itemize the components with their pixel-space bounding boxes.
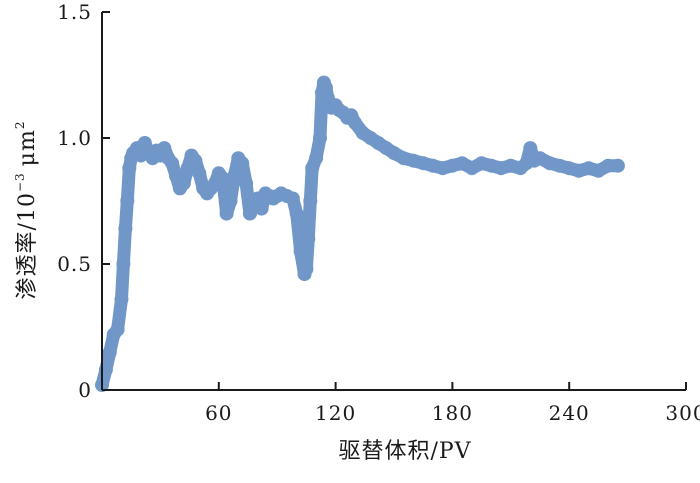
plot-area xyxy=(95,75,625,392)
y-axis-title-unit-exponent: 2 xyxy=(13,121,27,130)
data-point xyxy=(523,141,538,156)
data-point xyxy=(254,201,269,216)
axes xyxy=(101,12,686,391)
x-tick-label: 60 xyxy=(205,401,232,425)
data-point xyxy=(299,262,314,276)
y-axis-title-unit: μm xyxy=(15,129,40,166)
data-point xyxy=(610,158,625,173)
data-point xyxy=(219,206,234,221)
data-point xyxy=(235,156,250,171)
data-point xyxy=(223,194,238,208)
data-point xyxy=(176,176,191,191)
data-point xyxy=(110,322,125,337)
data-point xyxy=(192,166,207,181)
data-point xyxy=(309,151,324,166)
data-point xyxy=(601,158,616,173)
data-point xyxy=(293,244,308,259)
y-tick-label: 0.5 xyxy=(57,252,92,276)
x-tick-label: 300 xyxy=(665,401,700,425)
x-tick-label: 120 xyxy=(315,401,356,425)
data-point xyxy=(313,131,327,145)
y-axis-title-main: 渗透率/10 xyxy=(15,192,40,299)
y-tick-label: 0 xyxy=(78,378,92,402)
x-axis-title: 驱替体积/PV xyxy=(338,439,471,464)
y-axis-title: 渗透率/10−3 μm2 xyxy=(13,121,40,300)
data-point xyxy=(118,221,133,236)
data-point xyxy=(120,194,135,208)
data-point xyxy=(114,292,129,307)
data-point xyxy=(165,156,180,171)
y-tick-label: 1.5 xyxy=(57,0,92,24)
data-point xyxy=(239,176,254,191)
data-point xyxy=(348,115,363,130)
data-point xyxy=(116,257,131,271)
data-point xyxy=(285,191,300,206)
data-point xyxy=(301,231,316,246)
x-tick-label: 240 xyxy=(549,401,590,425)
data-point xyxy=(303,194,318,208)
data-point xyxy=(289,206,304,221)
data-point xyxy=(227,168,242,183)
data-point xyxy=(215,171,230,186)
y-axis-title-exponent: −3 xyxy=(13,172,27,192)
data-point xyxy=(102,345,117,360)
y-tick-label: 1.0 xyxy=(57,126,92,150)
x-tick-label: 180 xyxy=(432,401,473,425)
data-point xyxy=(188,153,203,168)
ticks: 60 120 180 240 300 0 0.5 1.0 1.5 xyxy=(57,0,700,425)
